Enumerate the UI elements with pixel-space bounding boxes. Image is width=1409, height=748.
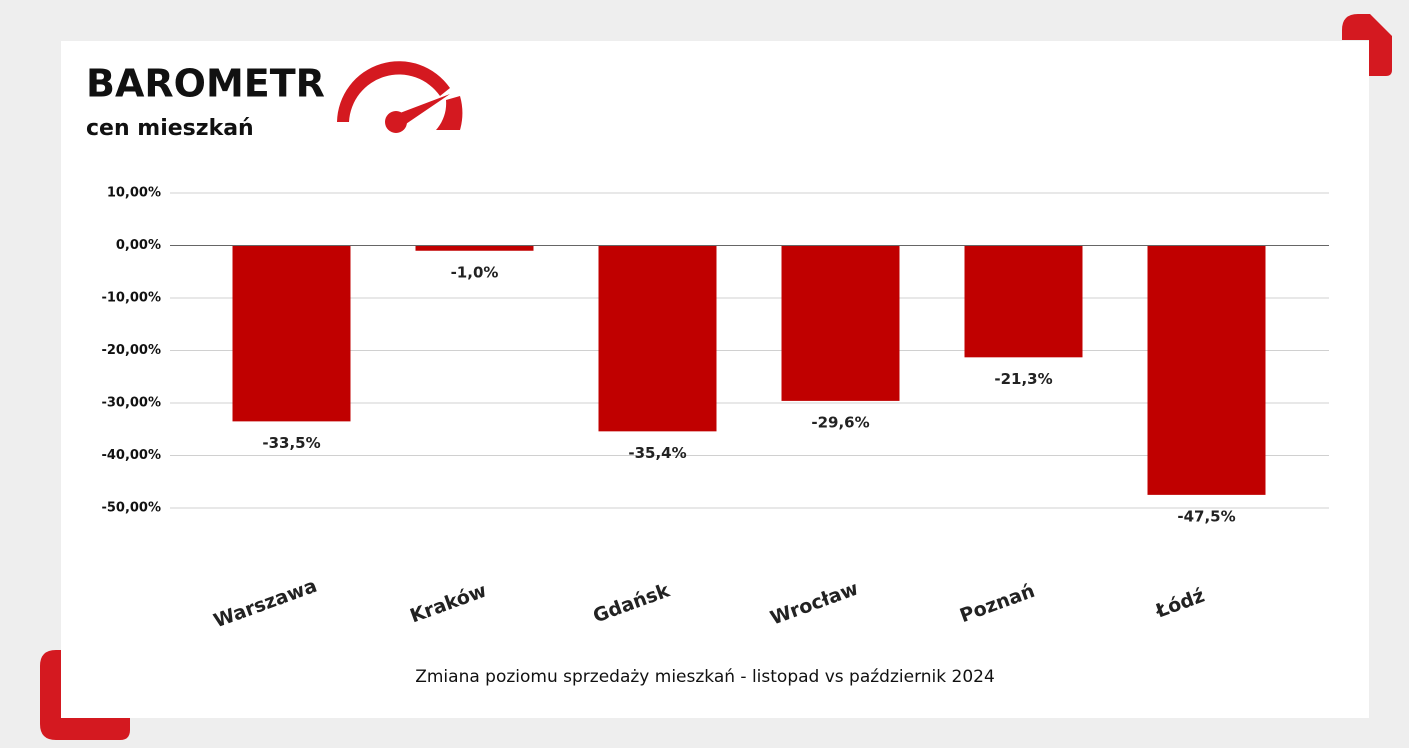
bar xyxy=(415,245,534,251)
value-label: -29,6% xyxy=(811,413,869,431)
x-axis-title: Zmiana poziomu sprzedaży mieszkań - list… xyxy=(415,667,995,687)
y-tick-label: -40,00% xyxy=(101,448,161,463)
y-tick-label: 0,00% xyxy=(116,238,161,253)
y-tick-label: 10,00% xyxy=(107,186,161,201)
bar xyxy=(1147,245,1266,495)
corner-accent xyxy=(1342,14,1392,76)
bar xyxy=(598,245,717,432)
brand-subtitle: cen mieszkań xyxy=(86,116,254,141)
value-label: -33,5% xyxy=(262,434,320,452)
corner-accent xyxy=(40,650,130,740)
y-tick-label: -30,00% xyxy=(101,396,161,411)
value-label: -35,4% xyxy=(628,444,686,462)
brand-title: BAROMETR xyxy=(86,62,325,106)
value-label: -21,3% xyxy=(994,370,1052,388)
bar xyxy=(964,245,1083,358)
y-tick-label: -50,00% xyxy=(101,501,161,516)
y-tick-label: -20,00% xyxy=(101,343,161,358)
gauge-icon xyxy=(337,61,463,133)
value-label: -1,0% xyxy=(451,263,499,281)
bar xyxy=(781,245,900,401)
y-tick-label: -10,00% xyxy=(101,291,161,306)
bar xyxy=(232,245,351,422)
value-label: -47,5% xyxy=(1177,507,1235,525)
